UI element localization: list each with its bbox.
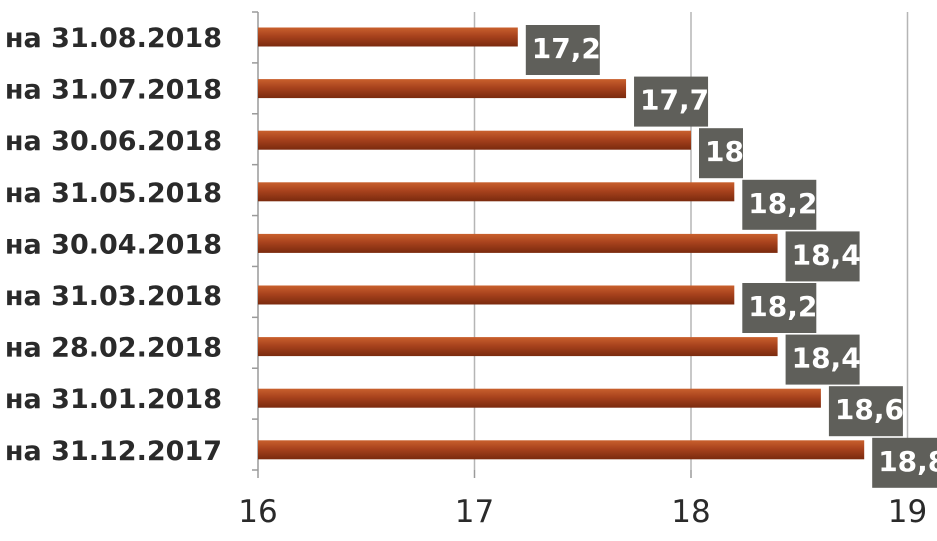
data-label: 18,2 bbox=[748, 290, 817, 323]
category-label: на 28.02.2018 bbox=[5, 333, 222, 364]
category-labels: на 31.08.2018 на 31.07.2018 на 30.06.2018 н… bbox=[5, 23, 222, 467]
bars bbox=[258, 27, 865, 460]
x-tick-label: 16 bbox=[238, 494, 277, 530]
category-label: на 31.01.2018 bbox=[5, 384, 222, 415]
bar bbox=[258, 233, 778, 253]
bar bbox=[258, 182, 735, 202]
data-label: 17,7 bbox=[640, 84, 709, 117]
data-label-box bbox=[742, 179, 817, 230]
x-tick-label: 18 bbox=[671, 494, 710, 530]
x-tick-label: 17 bbox=[455, 494, 494, 530]
data-label: 18,4 bbox=[792, 342, 861, 375]
data-label-box bbox=[872, 437, 937, 488]
category-label: на 31.03.2018 bbox=[5, 281, 222, 312]
category-label: на 31.12.2017 bbox=[5, 436, 222, 467]
category-label: на 30.04.2018 bbox=[5, 229, 222, 260]
bar bbox=[258, 130, 691, 150]
data-label: 18,6 bbox=[835, 393, 904, 426]
bar bbox=[258, 79, 627, 99]
data-label: 17,2 bbox=[532, 32, 601, 65]
data-label-box bbox=[525, 25, 600, 75]
bar bbox=[258, 388, 821, 408]
data-label: 18,4 bbox=[792, 238, 861, 271]
category-label: на 31.05.2018 bbox=[5, 178, 222, 209]
x-tick-labels: 16 17 18 19 bbox=[238, 494, 927, 530]
x-tick-label: 19 bbox=[888, 494, 927, 530]
data-label-box bbox=[634, 76, 709, 127]
category-label: на 31.07.2018 bbox=[5, 75, 222, 106]
bar bbox=[258, 285, 735, 305]
bar bbox=[258, 337, 778, 357]
data-label-box bbox=[742, 283, 817, 333]
data-label-box bbox=[699, 128, 743, 179]
data-label: 18 bbox=[705, 135, 744, 168]
data-label-box bbox=[785, 231, 860, 282]
bar bbox=[258, 27, 518, 47]
data-label-box bbox=[828, 386, 903, 437]
data-label: 18,8 bbox=[878, 445, 937, 478]
category-label: на 30.06.2018 bbox=[5, 126, 222, 157]
data-label-box bbox=[785, 334, 860, 385]
bar bbox=[258, 440, 865, 460]
data-label: 18,2 bbox=[748, 187, 817, 220]
category-label: на 31.08.2018 bbox=[5, 23, 222, 54]
